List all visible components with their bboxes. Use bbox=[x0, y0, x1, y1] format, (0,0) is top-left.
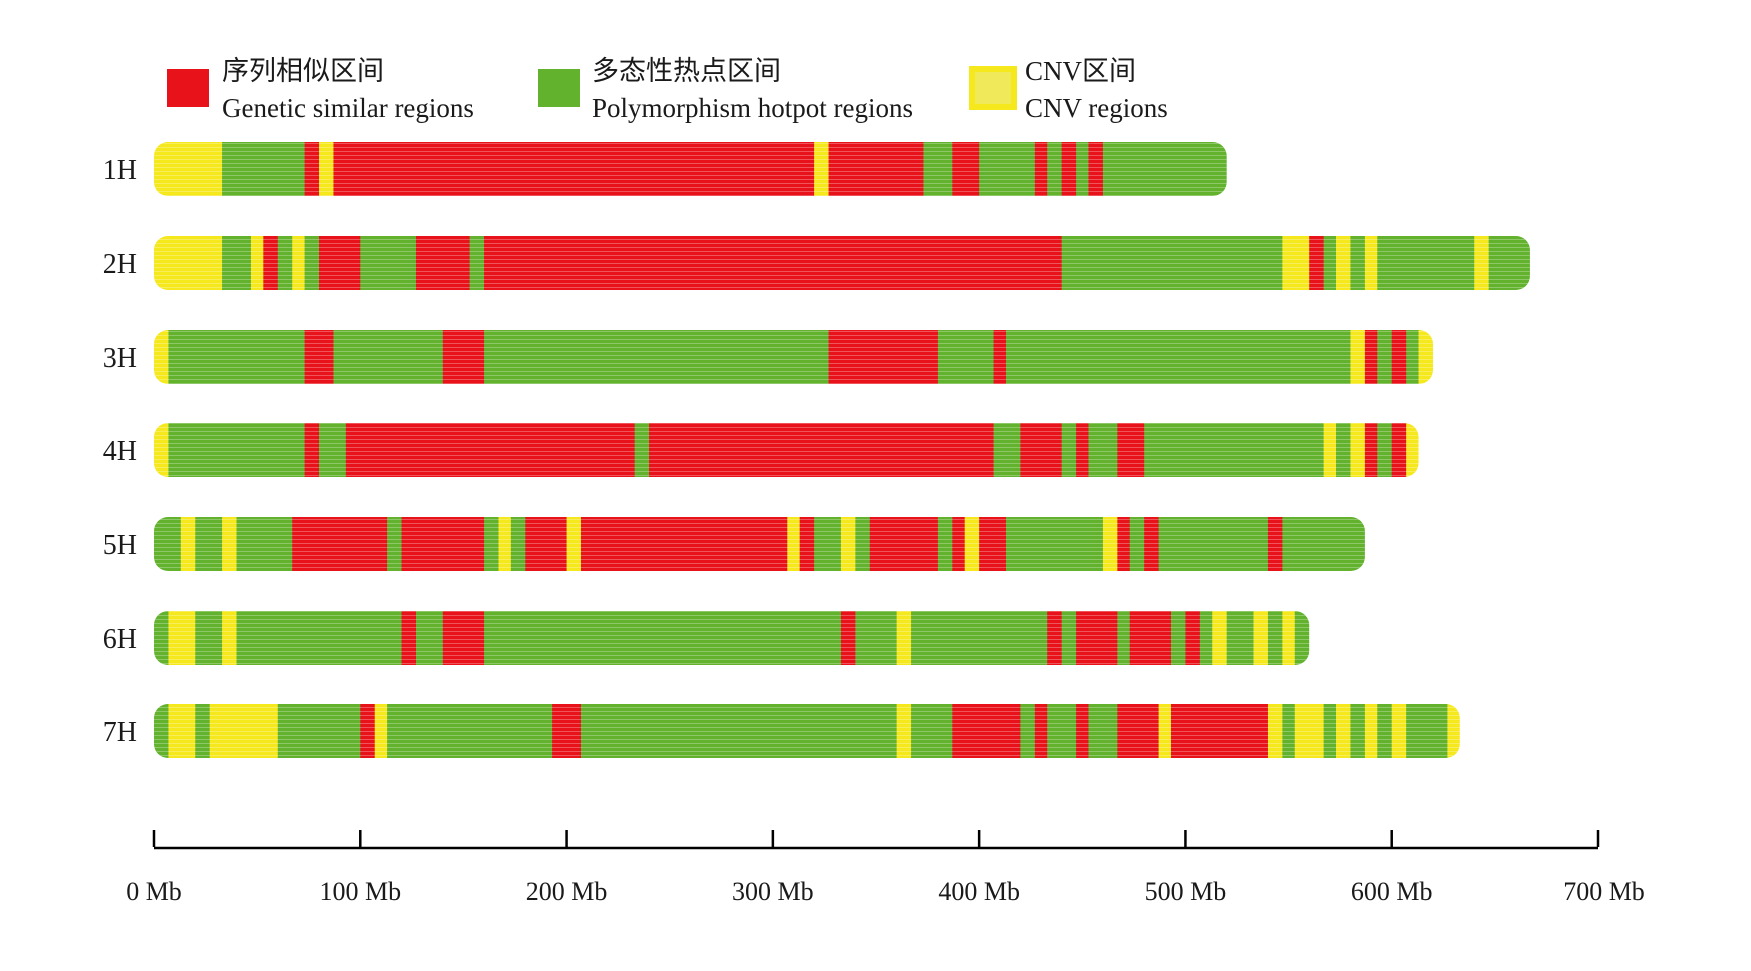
chromosome-5H: 5H bbox=[103, 517, 1365, 571]
chromosome-body-3H bbox=[154, 330, 1433, 384]
legend-item-hotspot: 多态性热点区间 Polymorphism hotpot regions bbox=[538, 56, 913, 123]
chromosome-2H: 2H bbox=[103, 236, 1530, 290]
chromosome-body-2H bbox=[154, 236, 1530, 290]
stripe-overlay bbox=[154, 142, 1227, 196]
legend-label-hotspot-en: Polymorphism hotpot regions bbox=[592, 93, 913, 123]
chromosome-4H: 4H bbox=[103, 423, 1419, 477]
chromosome-6H: 6H bbox=[103, 611, 1310, 665]
chromosome-body-5H bbox=[154, 517, 1365, 571]
stripe-overlay bbox=[154, 704, 1460, 758]
chromosome-7H: 7H bbox=[103, 704, 1460, 758]
chromosome-3H: 3H bbox=[103, 330, 1433, 384]
stripe-overlay bbox=[154, 517, 1365, 571]
x-tick-label-300: 300 Mb bbox=[732, 877, 814, 906]
chromosome-label-4H: 4H bbox=[103, 436, 137, 467]
legend-label-cnv-en: CNV regions bbox=[1025, 93, 1168, 123]
legend-label-cnv-zh: CNV区间 bbox=[1025, 56, 1136, 86]
chromosome-body-7H bbox=[154, 704, 1460, 758]
x-tick-label-200: 200 Mb bbox=[526, 877, 608, 906]
x-axis: 0 Mb 100 Mb 200 Mb 300 Mb 400 Mb 500 Mb 600 Mb… bbox=[126, 830, 1645, 906]
stripe-overlay bbox=[154, 236, 1530, 290]
chromosome-label-2H: 2H bbox=[103, 249, 137, 280]
x-tick-label-500: 500 Mb bbox=[1145, 877, 1227, 906]
legend-swatch-hotspot bbox=[538, 69, 580, 107]
chromosome-body-4H bbox=[154, 423, 1419, 477]
chromosome-body-6H bbox=[154, 611, 1310, 665]
x-tick-label-600: 600 Mb bbox=[1351, 877, 1433, 906]
chromosome-label-6H: 6H bbox=[103, 624, 137, 655]
legend-label-hotspot-zh: 多态性热点区间 bbox=[592, 56, 781, 86]
legend-item-similar: 序列相似区间 Genetic similar regions bbox=[167, 56, 474, 123]
x-tick-label-100: 100 Mb bbox=[319, 877, 401, 906]
x-axis-ticks: 0 Mb 100 Mb 200 Mb 300 Mb 400 Mb 500 Mb 600 Mb… bbox=[126, 830, 1645, 906]
stripe-overlay bbox=[154, 611, 1310, 665]
chromosome-tracks: 1H 2H 3H 4H 5H 6H 7H bbox=[103, 142, 1530, 758]
x-tick-label-400: 400 Mb bbox=[938, 877, 1020, 906]
legend: 序列相似区间 Genetic similar regions 多态性热点区间 P… bbox=[167, 56, 1168, 123]
chromosome-label-5H: 5H bbox=[103, 530, 137, 561]
legend-item-cnv: CNV区间 CNV regions bbox=[969, 56, 1168, 123]
legend-swatch-similar bbox=[167, 69, 209, 107]
stripe-overlay bbox=[154, 330, 1433, 384]
chromosome-label-1H: 1H bbox=[103, 155, 137, 186]
x-tick-label-0: 0 Mb bbox=[126, 877, 182, 906]
chromosome-label-7H: 7H bbox=[103, 717, 137, 748]
stripe-overlay bbox=[154, 423, 1419, 477]
chromosome-label-3H: 3H bbox=[103, 343, 137, 374]
legend-swatch-cnv bbox=[969, 66, 1017, 110]
legend-label-similar-en: Genetic similar regions bbox=[222, 93, 474, 123]
chromosome-body-1H bbox=[154, 142, 1227, 196]
legend-label-similar-zh: 序列相似区间 bbox=[222, 56, 384, 86]
chromosome-1H: 1H bbox=[103, 142, 1227, 196]
x-tick-label-700: 700 Mb bbox=[1563, 877, 1645, 906]
